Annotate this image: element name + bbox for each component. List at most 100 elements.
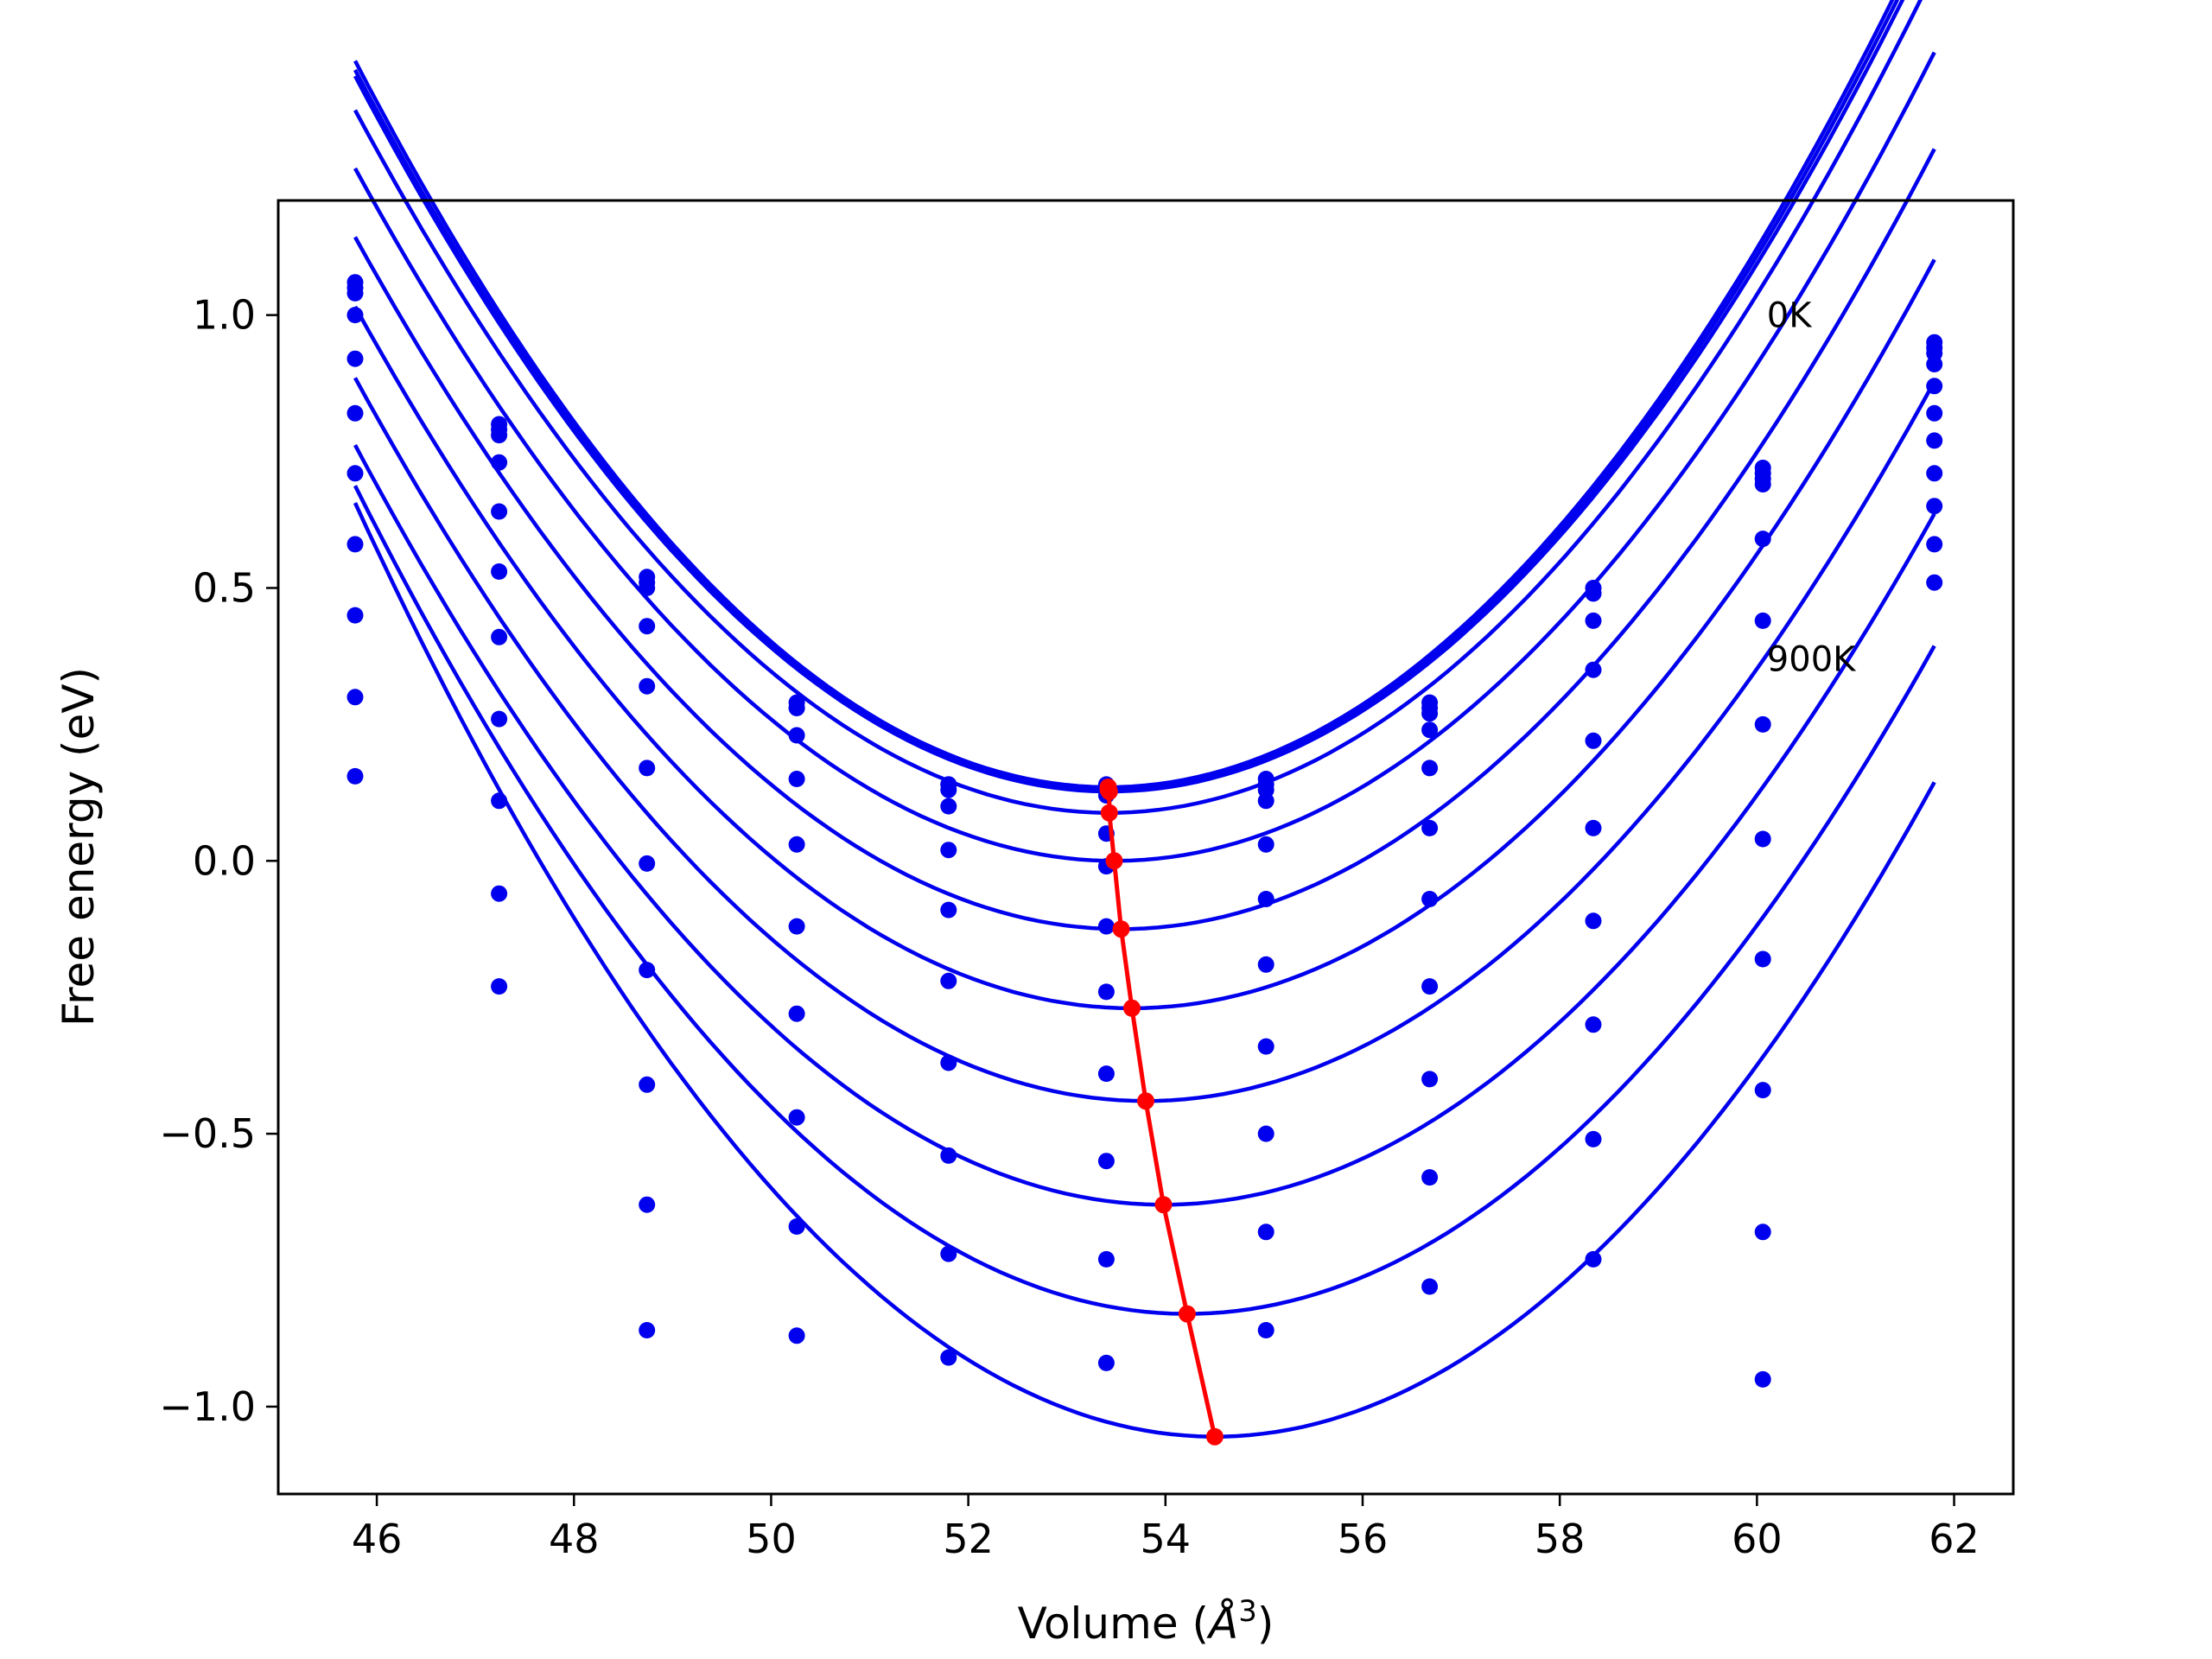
data-point-s10-5 (1097, 1354, 1115, 1371)
data-point-s10-0 (346, 767, 364, 785)
data-point-s5-2 (639, 760, 656, 777)
data-point-s6-8 (1585, 819, 1602, 836)
data-point-s5-1 (491, 563, 508, 580)
minima-line (1106, 787, 1217, 1438)
data-point-s4-7 (1421, 760, 1439, 777)
data-point-s6-10 (1926, 432, 1943, 449)
data-point-s7-10 (1926, 465, 1943, 482)
fit-curve-6 (353, 258, 1936, 1011)
data-point-s5-4 (940, 901, 957, 918)
data-point-s3-4 (940, 798, 957, 815)
data-point-s9-6 (1257, 1224, 1274, 1241)
data-point-s2-2 (639, 580, 656, 596)
fit-curve-5 (353, 148, 1936, 931)
x-tick-label-2: 50 (746, 1516, 797, 1562)
data-point-s5-8 (1585, 732, 1602, 749)
x-axis: 46 48 50 52 54 56 58 60 62 (352, 1494, 1980, 1562)
annotation-1: 900K (1767, 640, 1857, 680)
x-tick-label-6: 58 (1535, 1516, 1586, 1562)
data-point-s7-6 (1257, 1038, 1274, 1055)
fit-curve-8 (353, 444, 1936, 1207)
minimum-marker-8 (1154, 1196, 1173, 1214)
y-tick-label-2: 0.0 (193, 837, 256, 884)
minimum-marker-2 (1100, 783, 1118, 801)
data-point-s8-6 (1257, 1125, 1274, 1142)
data-point-s10-3 (788, 1327, 805, 1344)
data-point-s9-0 (346, 689, 364, 706)
data-point-s8-8 (1585, 1016, 1602, 1033)
data-point-s9-2 (639, 1196, 656, 1213)
data-point-s7-4 (940, 1054, 957, 1071)
fit-curve-7 (353, 377, 1936, 1103)
plot-area (346, 0, 1943, 1446)
x-axis-label: Volume (Å3) (1018, 1594, 1274, 1649)
minimum-marker-4 (1105, 852, 1123, 870)
data-point-s3-7 (1421, 721, 1439, 739)
data-point-s6-7 (1421, 891, 1439, 907)
minimum-marker-9 (1178, 1305, 1196, 1323)
data-point-s8-3 (788, 1109, 805, 1126)
data-point-s3-2 (639, 618, 656, 635)
data-point-s6-5 (1097, 983, 1115, 1001)
data-point-s7-2 (639, 962, 656, 979)
data-point-s6-3 (788, 918, 805, 935)
data-point-s9-9 (1754, 1082, 1771, 1099)
data-point-s9-8 (1585, 1130, 1602, 1147)
data-point-s4-1 (491, 503, 508, 520)
data-point-s5-6 (1257, 891, 1274, 907)
data-point-s4-9 (1754, 531, 1771, 548)
y-tick-label-1: 0.5 (193, 564, 256, 611)
data-point-s6-4 (940, 972, 957, 989)
data-point-s2-8 (1585, 585, 1602, 602)
data-point-s5-0 (346, 404, 364, 422)
data-point-s9-5 (1097, 1250, 1115, 1268)
data-point-s10-8 (1585, 1250, 1602, 1268)
data-point-s4-0 (346, 350, 364, 367)
fit-curve-3 (353, 0, 1923, 815)
data-point-s8-7 (1421, 1071, 1439, 1088)
minimum-marker-10 (1205, 1427, 1224, 1446)
data-point-s3-9 (1754, 476, 1771, 493)
x-tick-label-1: 48 (549, 1516, 600, 1562)
data-point-s9-10 (1926, 536, 1943, 553)
data-point-s2-1 (491, 427, 508, 444)
x-axis-label-close: ) (1257, 1599, 1274, 1649)
data-point-s5-7 (1421, 819, 1439, 836)
data-point-s10-2 (639, 1322, 656, 1338)
fit-curve-2 (353, 0, 1905, 794)
data-point-s8-0 (346, 607, 364, 624)
data-point-s7-3 (788, 1005, 805, 1022)
data-point-s8-2 (639, 1076, 656, 1093)
data-point-s8-9 (1754, 950, 1771, 968)
fit-curve-10 (353, 502, 1936, 1439)
data-point-s2-0 (346, 284, 364, 302)
data-point-s5-5 (1097, 918, 1115, 935)
data-point-s10-7 (1421, 1278, 1439, 1295)
minimum-marker-3 (1100, 804, 1118, 822)
minimum-marker-7 (1137, 1092, 1154, 1110)
y-tick-label-3: −0.5 (159, 1110, 256, 1157)
data-point-s3-3 (788, 727, 805, 744)
data-point-s7-5 (1097, 1065, 1115, 1083)
data-point-s7-0 (346, 536, 364, 553)
minimum-marker-5 (1112, 920, 1130, 938)
data-point-s2-3 (788, 699, 805, 716)
data-point-s7-8 (1585, 912, 1602, 930)
x-tick-label-4: 54 (1141, 1516, 1192, 1562)
x-tick-label-5: 56 (1338, 1516, 1389, 1562)
x-axis-label-symbol: Å (1206, 1599, 1238, 1649)
data-point-s10-6 (1257, 1322, 1274, 1338)
data-point-s8-10 (1926, 498, 1943, 515)
y-axis: 1.0 0.5 0.0 −0.5 −1.0 (159, 292, 278, 1430)
data-point-s3-1 (491, 454, 508, 471)
data-point-s7-9 (1754, 830, 1771, 848)
minimum-marker-6 (1123, 999, 1141, 1017)
data-point-s10-10 (1926, 574, 1943, 591)
data-point-s7-7 (1421, 978, 1439, 995)
data-point-s3-6 (1257, 792, 1274, 810)
x-axis-label-text: Volume ( (1018, 1599, 1209, 1649)
y-tick-label-0: 1.0 (193, 292, 256, 339)
data-point-s2-7 (1421, 705, 1439, 722)
